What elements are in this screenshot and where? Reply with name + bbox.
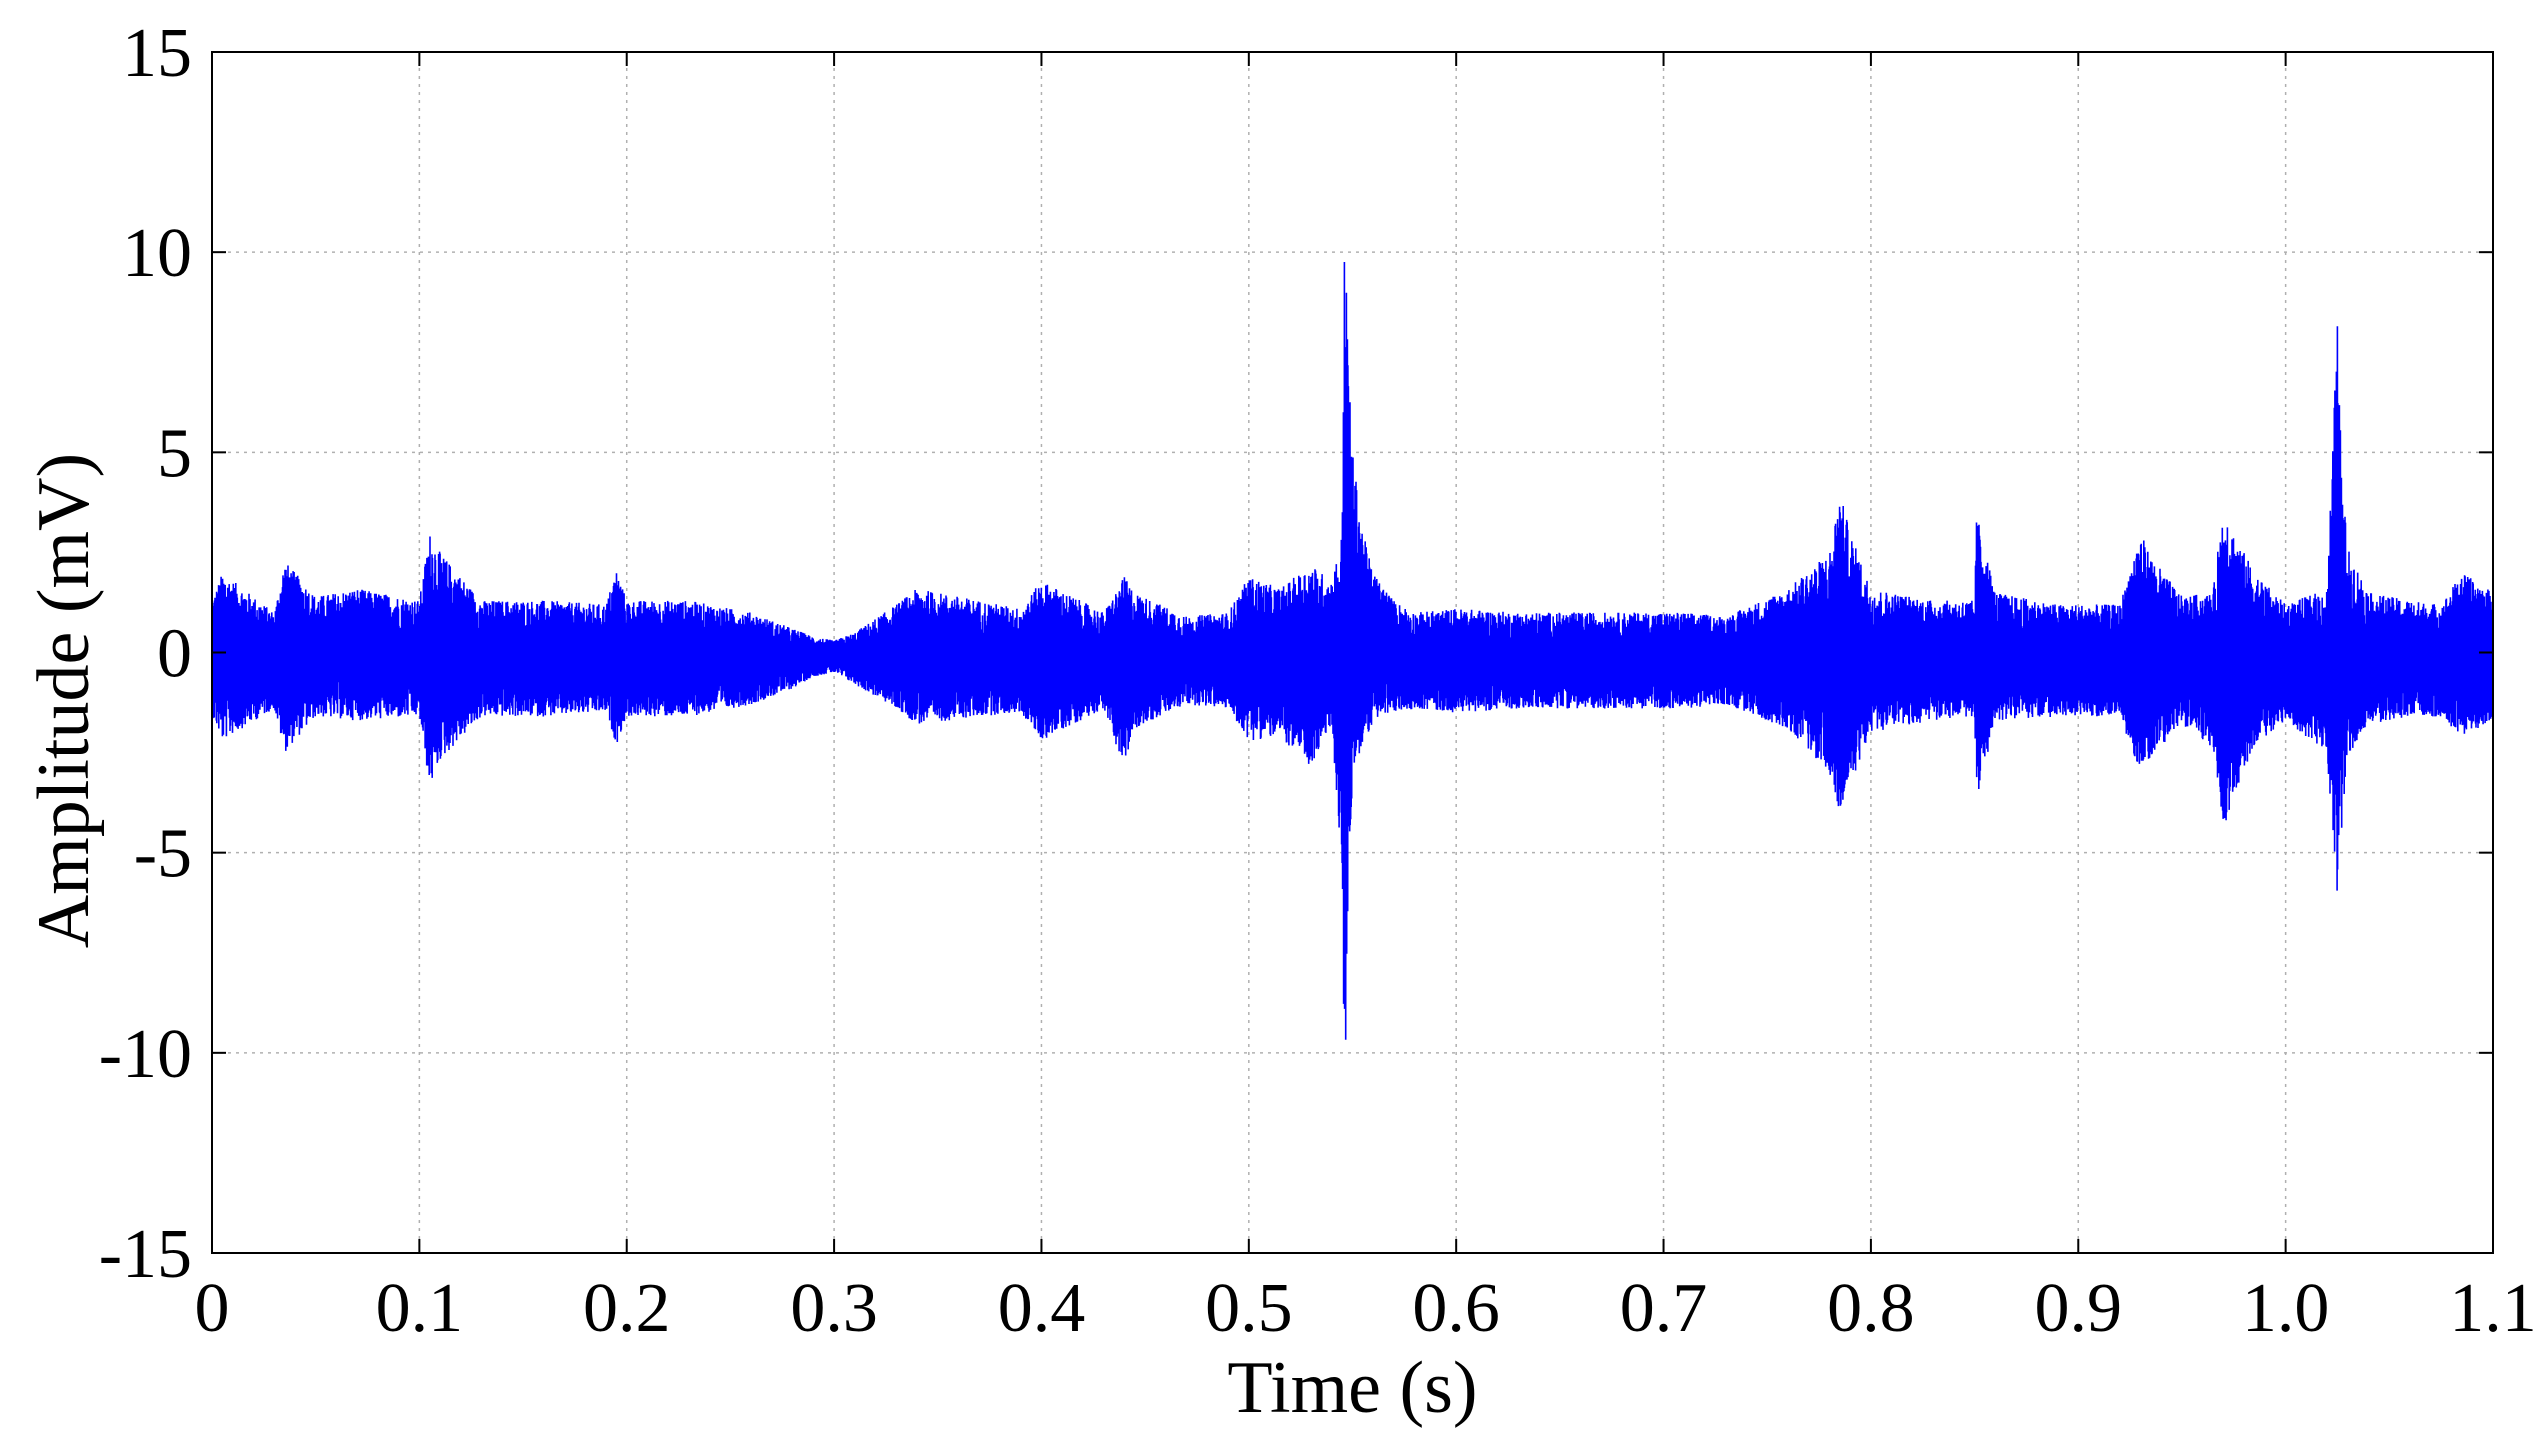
x-tick-label: 0.1 bbox=[376, 1270, 464, 1347]
y-tick-label: 15 bbox=[122, 15, 192, 92]
x-tick-label: 0.6 bbox=[1412, 1270, 1500, 1347]
x-axis-label: Time (s) bbox=[1227, 1347, 1477, 1429]
x-tick-label: 0 bbox=[195, 1270, 230, 1347]
ticks: 0 0.1 0.2 0.3 0.4 0.5 0.6 0.7 0.8 0.9 1.0 1.1 15 10 5 0… bbox=[99, 15, 2537, 1347]
y-tick-label: -15 bbox=[99, 1216, 192, 1293]
y-tick-label: 5 bbox=[157, 415, 192, 492]
y-tick-label: 10 bbox=[122, 215, 192, 292]
signal-series bbox=[211, 261, 2494, 1040]
x-tick-label: 0.2 bbox=[583, 1270, 671, 1347]
y-tick-label: 0 bbox=[157, 616, 192, 693]
x-tick-label: 1.1 bbox=[2449, 1270, 2537, 1347]
x-tick-label: 0.7 bbox=[1620, 1270, 1708, 1347]
x-tick-label: 1.0 bbox=[2242, 1270, 2330, 1347]
y-axis-label: Amplitude (mV) bbox=[23, 453, 105, 948]
x-tick-label: 0.3 bbox=[790, 1270, 878, 1347]
x-tick-label: 0.9 bbox=[2035, 1270, 2123, 1347]
x-tick-label: 0.4 bbox=[998, 1270, 1086, 1347]
y-tick-label: -10 bbox=[99, 1016, 192, 1093]
y-tick-label: -5 bbox=[134, 816, 192, 893]
x-tick-label: 0.5 bbox=[1205, 1270, 1293, 1347]
signal-line bbox=[211, 261, 2494, 1040]
x-tick-label: 0.8 bbox=[1827, 1270, 1915, 1347]
